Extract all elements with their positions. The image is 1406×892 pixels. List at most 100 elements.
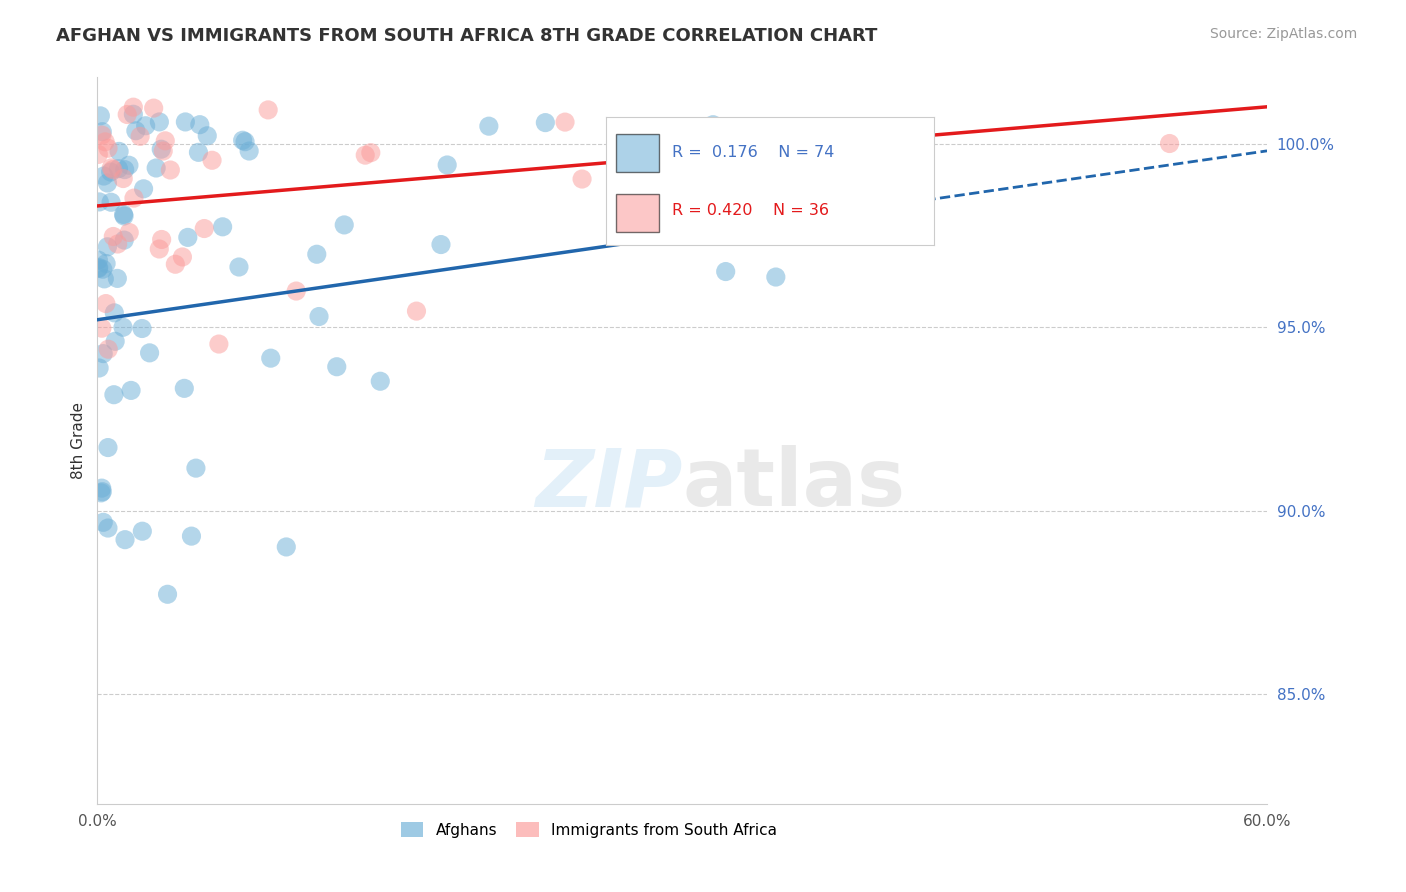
Point xyxy=(238,144,260,158)
Point xyxy=(180,529,202,543)
Point xyxy=(107,161,129,176)
Point xyxy=(90,481,112,495)
Point xyxy=(87,253,110,268)
Point xyxy=(122,191,145,205)
Point xyxy=(129,129,152,144)
Point xyxy=(159,163,181,178)
Point xyxy=(360,145,382,160)
Point xyxy=(93,272,115,286)
Point xyxy=(554,115,576,129)
Point xyxy=(131,321,153,335)
Point xyxy=(260,351,283,366)
Point xyxy=(120,384,142,398)
Point xyxy=(201,153,224,168)
Point xyxy=(101,162,124,177)
Text: ZIP: ZIP xyxy=(534,445,682,524)
Point xyxy=(436,158,458,172)
Point xyxy=(405,304,427,318)
Point xyxy=(91,128,114,142)
Point xyxy=(132,182,155,196)
Point xyxy=(91,346,114,360)
Point xyxy=(150,142,173,156)
Point xyxy=(118,226,141,240)
Point xyxy=(87,260,110,275)
Point xyxy=(97,521,120,535)
Point xyxy=(112,171,135,186)
Point xyxy=(91,125,114,139)
Point xyxy=(100,161,122,175)
Point xyxy=(100,165,122,179)
Point xyxy=(138,346,160,360)
Legend: Afghans, Immigrants from South Africa: Afghans, Immigrants from South Africa xyxy=(395,815,783,844)
Point xyxy=(478,119,501,133)
Point xyxy=(107,237,129,252)
Point xyxy=(152,144,174,158)
Point xyxy=(173,381,195,395)
Point xyxy=(193,221,215,235)
Point xyxy=(765,270,787,285)
Point xyxy=(112,207,135,221)
Point xyxy=(308,310,330,324)
Point xyxy=(112,233,135,247)
Point xyxy=(94,135,117,149)
Point xyxy=(233,135,256,149)
Point xyxy=(208,337,231,351)
Point xyxy=(195,128,218,143)
Point xyxy=(145,161,167,175)
Point xyxy=(326,359,349,374)
Point xyxy=(148,242,170,256)
Point xyxy=(91,484,114,499)
Point xyxy=(368,374,391,388)
Point xyxy=(112,209,135,223)
Point xyxy=(96,240,118,254)
Point xyxy=(100,195,122,210)
Point xyxy=(333,218,356,232)
Point xyxy=(177,230,200,244)
Point xyxy=(118,158,141,172)
Point xyxy=(1159,136,1181,151)
Point xyxy=(187,145,209,160)
Point xyxy=(148,115,170,129)
Point xyxy=(228,260,250,274)
Point xyxy=(430,237,453,252)
Point xyxy=(90,486,112,500)
Text: atlas: atlas xyxy=(682,445,905,524)
Point xyxy=(91,262,114,277)
Point xyxy=(93,169,115,183)
Point xyxy=(94,296,117,310)
Point xyxy=(354,148,377,162)
Point xyxy=(108,145,131,159)
Point xyxy=(89,109,111,123)
Point xyxy=(103,306,125,320)
Point xyxy=(276,540,298,554)
Point xyxy=(114,533,136,547)
Point xyxy=(87,361,110,376)
Point xyxy=(150,232,173,246)
Point xyxy=(104,334,127,349)
Point xyxy=(105,271,128,285)
Point xyxy=(156,587,179,601)
Text: Source: ZipAtlas.com: Source: ZipAtlas.com xyxy=(1209,27,1357,41)
Text: AFGHAN VS IMMIGRANTS FROM SOUTH AFRICA 8TH GRADE CORRELATION CHART: AFGHAN VS IMMIGRANTS FROM SOUTH AFRICA 8… xyxy=(56,27,877,45)
Point xyxy=(211,219,233,234)
Point xyxy=(155,134,177,148)
Point xyxy=(94,256,117,270)
Point xyxy=(305,247,328,261)
Point xyxy=(90,321,112,335)
Point xyxy=(172,250,194,264)
Point xyxy=(115,107,138,121)
Point xyxy=(91,516,114,530)
Point xyxy=(534,115,557,129)
Point xyxy=(135,119,157,133)
Point xyxy=(97,141,120,155)
Point xyxy=(702,118,724,132)
Point xyxy=(87,261,110,276)
Point xyxy=(103,229,125,244)
Point xyxy=(89,194,111,209)
Point xyxy=(232,133,254,147)
Point xyxy=(97,441,120,455)
Point xyxy=(165,257,187,271)
Point xyxy=(285,284,308,298)
Point xyxy=(122,107,145,121)
Y-axis label: 8th Grade: 8th Grade xyxy=(72,402,86,479)
